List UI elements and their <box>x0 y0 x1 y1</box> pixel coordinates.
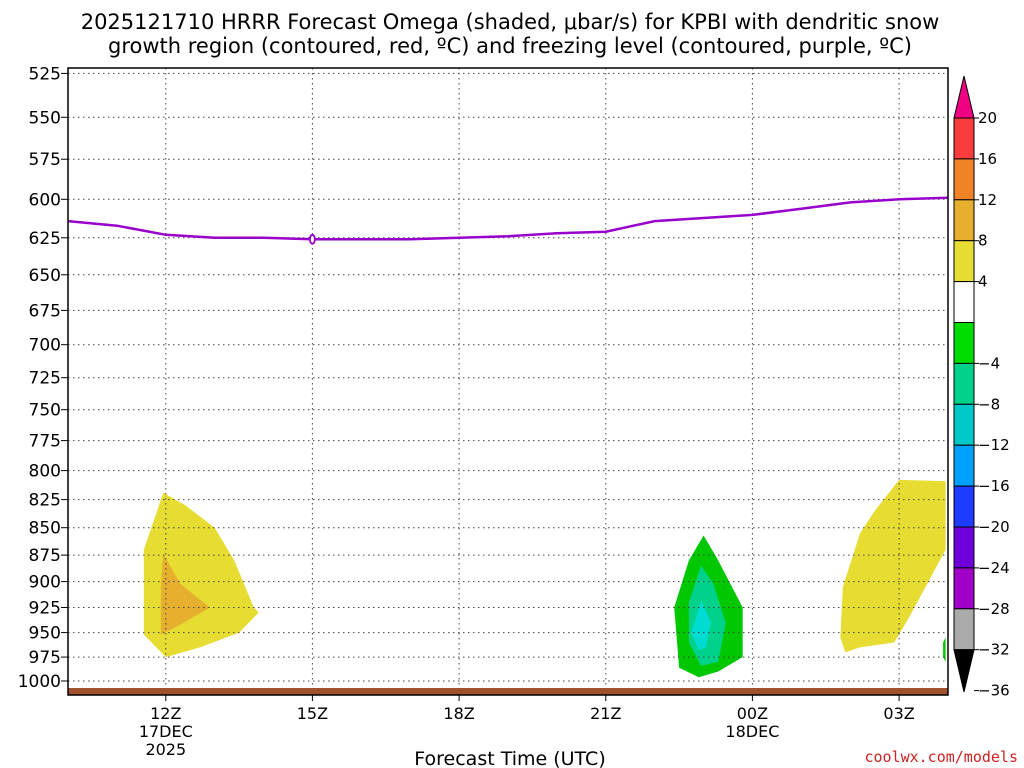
colorbar-label: −8 <box>978 395 1000 413</box>
colorbar-label: −20 <box>978 518 1010 536</box>
freezing-level-line <box>67 196 949 241</box>
omega-region <box>160 554 210 635</box>
colorbar-segment <box>953 281 975 324</box>
colorbar-segment <box>953 485 975 528</box>
x-tick-label: 21Z <box>590 704 621 723</box>
y-tick-label: 575 <box>29 150 61 170</box>
colorbar-below-triangle <box>953 649 975 693</box>
plot-frame <box>67 67 949 696</box>
x-tick-label: 15Z <box>297 704 328 723</box>
omega-shading <box>143 479 946 678</box>
colorbar-label: −12 <box>978 436 1010 454</box>
colorbar-label: −36 <box>978 682 1010 700</box>
chart-title-line-1: 2025121710 HRRR Forecast Omega (shaded, … <box>81 10 940 34</box>
colorbar-segment <box>953 199 975 242</box>
y-axis-ticks: 525 550 575 600 625 650 675 700 725 750 775 800 825 8… <box>18 64 68 692</box>
colorbar-segment <box>953 240 975 283</box>
y-tick-label: 1000 <box>18 672 61 692</box>
y-tick-label: 800 <box>29 462 61 482</box>
y-tick-label: 725 <box>29 369 61 389</box>
x-tick-label: 00Z <box>737 704 768 723</box>
terrain-bar <box>68 688 948 695</box>
y-tick-label: 650 <box>29 266 61 286</box>
y-tick-label: 775 <box>29 432 61 452</box>
colorbar-segment <box>953 567 975 610</box>
x-axis-label: Forecast Time (UTC) <box>414 748 605 768</box>
colorbar-segment <box>953 526 975 569</box>
x-tick-label: 18Z <box>443 704 474 723</box>
omega-region <box>691 600 711 651</box>
grid-lines <box>68 68 948 695</box>
colorbar-label: −28 <box>978 600 1010 618</box>
colorbar-label: −16 <box>978 477 1010 495</box>
colorbar-label: −4 <box>978 354 1000 372</box>
colorbar-segment <box>953 362 975 405</box>
colorbar-label: −32 <box>978 641 1010 659</box>
colorbar-segment <box>953 322 975 364</box>
colorbar-label: 8 <box>978 232 988 250</box>
y-tick-label: 600 <box>29 190 61 210</box>
y-tick-label: 875 <box>29 546 61 566</box>
colorbar-label: 12 <box>978 191 997 209</box>
colorbar-above-triangle <box>953 75 975 119</box>
colorbar-segment <box>953 444 975 487</box>
colorbar-segment <box>953 403 975 446</box>
terrain-strip <box>68 688 948 695</box>
colorbar-label: 4 <box>978 273 988 291</box>
credit-text: coolwx.com/models <box>864 748 1018 766</box>
y-tick-label: 550 <box>29 108 61 128</box>
colorbar-segment <box>953 608 975 651</box>
chart-title-line-2: growth region (contoured, red, ºC) and f… <box>108 34 912 58</box>
x-tick-label: 03Z <box>883 704 914 723</box>
colorbar-label: 20 <box>978 109 997 127</box>
x-tick-year: 2025 <box>145 740 186 759</box>
y-tick-label: 825 <box>29 491 61 511</box>
y-tick-label: 900 <box>29 573 61 593</box>
omega-region <box>943 637 946 662</box>
y-tick-label: 950 <box>29 624 61 644</box>
colorbar-label: −24 <box>978 559 1010 577</box>
freezing-level-marker <box>308 233 316 245</box>
y-tick-label: 925 <box>29 599 61 619</box>
x-tick-date: 18DEC <box>725 722 779 741</box>
colorbar-segment <box>953 158 975 201</box>
y-tick-label: 850 <box>29 519 61 539</box>
y-tick-label: 750 <box>29 401 61 421</box>
x-tick-date: 17DEC <box>139 722 193 741</box>
y-tick-label: 975 <box>29 648 61 668</box>
x-tick-label: 12Z <box>150 704 181 723</box>
omega-region <box>840 479 946 653</box>
colorbar-segment <box>953 117 975 160</box>
y-tick-label: 700 <box>29 336 61 356</box>
colorbar: 20 16 12 8 4 −4 −8 −12 −16 −20 −24 −28 −32 −36 <box>953 75 1010 700</box>
y-tick-label: 625 <box>29 229 61 249</box>
colorbar-label: 16 <box>978 150 997 168</box>
y-tick-label: 675 <box>29 301 61 321</box>
freezing-level-layer <box>67 196 949 245</box>
y-tick-label: 525 <box>29 64 61 84</box>
